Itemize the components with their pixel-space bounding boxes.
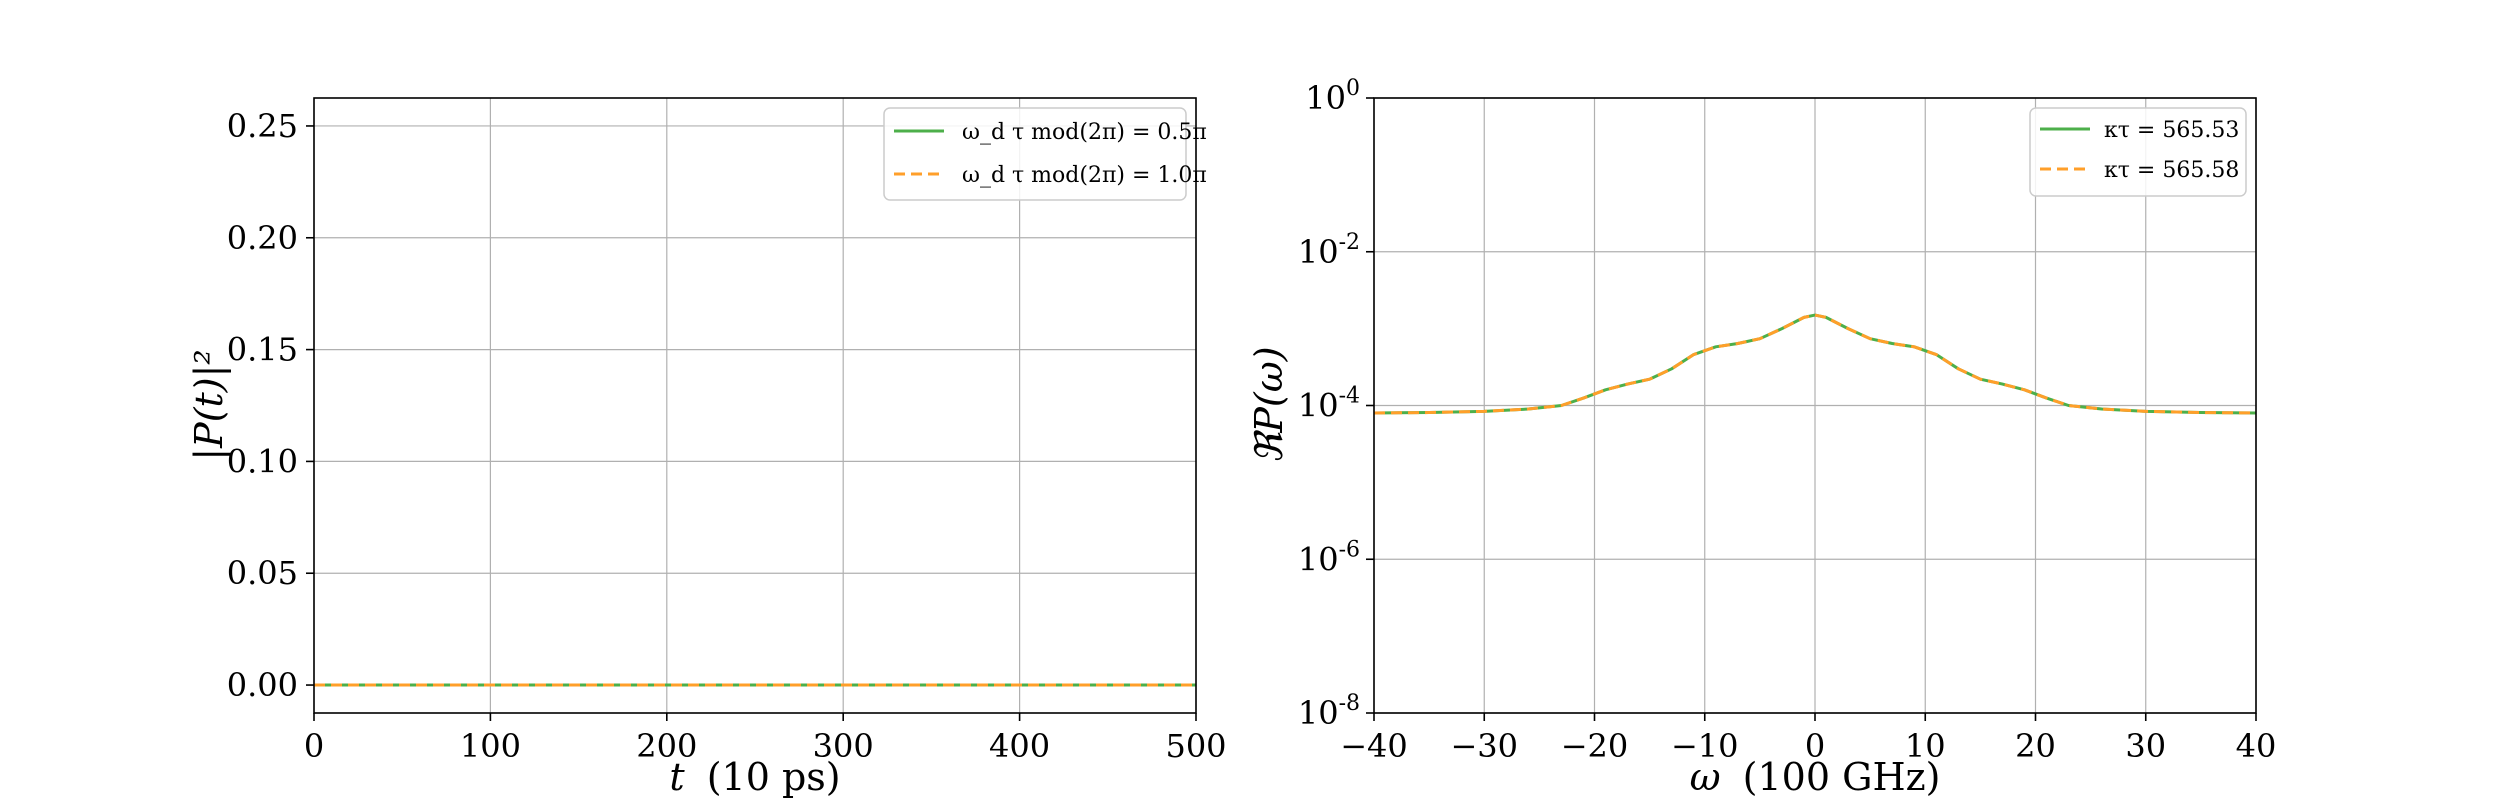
right-x-tick-label: −30: [1450, 727, 1518, 765]
left-y-tick-label: 0.10: [227, 442, 298, 480]
left-legend-label-series-1: ω_d τ mod(2π) = 0.5π: [962, 120, 1207, 145]
left-y-tick-label: 0.25: [227, 107, 298, 145]
right-y-axis-label: ℜP(ω): [1247, 346, 1291, 463]
left-x-tick-label: 500: [1165, 727, 1226, 765]
left-legend-label-series-2: ω_d τ mod(2π) = 1.0π: [962, 163, 1207, 188]
left-chart-panel: 0 100 200 300 400 500 0.00 0.05 0.10 0.15 0.20 0.25…: [187, 97, 1227, 799]
left-plot-frame: [313, 97, 1197, 714]
left-ticks: 0 100 200 300 400 500 0.00 0.05 0.10 0.15 0.20 0.25: [227, 107, 1227, 765]
left-y-tick-label: 0.05: [227, 554, 298, 592]
left-y-tick-label: 0.20: [227, 219, 298, 257]
right-x-axis-label: ω (100 GHz): [1690, 755, 1941, 799]
right-series-line-2: [1373, 313, 2257, 415]
right-y-tick-label: 100: [1305, 76, 1360, 117]
right-x-tick-label: −20: [1561, 727, 1629, 765]
left-y-tick-label: 0.15: [227, 331, 298, 369]
right-y-tick-label: 10-4: [1298, 384, 1360, 425]
left-x-tick-label: 400: [989, 727, 1050, 765]
left-y-axis-label: |P(t)|²: [187, 349, 231, 460]
right-legend-label-series-2: κτ = 565.58: [2104, 158, 2239, 183]
right-x-tick-label: −10: [1671, 727, 1739, 765]
left-x-tick-label: 0: [304, 727, 324, 765]
right-y-tick-label: 10-2: [1298, 230, 1360, 271]
left-x-axis-label: t (10 ps): [669, 755, 840, 799]
left-y-tick-label: 0.00: [227, 666, 298, 704]
right-x-tick-label: 40: [2236, 727, 2277, 765]
left-legend: ω_d τ mod(2π) = 0.5π ω_d τ mod(2π) = 1.0…: [883, 107, 1207, 201]
right-x-tick-label: 20: [2015, 727, 2056, 765]
right-x-tick-label: 10: [1905, 727, 1946, 765]
right-legend: κτ = 565.53 κτ = 565.58: [2029, 107, 2247, 197]
left-legend-box: [883, 107, 1187, 201]
right-x-tick-label: 0: [1805, 727, 1825, 765]
right-x-tick-label: 30: [2125, 727, 2166, 765]
right-series-lines: [1373, 313, 2257, 415]
right-legend-label-series-1: κτ = 565.53: [2104, 118, 2239, 143]
left-x-tick-label: 300: [813, 727, 874, 765]
right-y-tick-label: 10-6: [1298, 537, 1360, 578]
right-chart-panel: −40 −30 −20 −10 0 10 20 30 40 100 10-2 10-4 10-6 10-8…: [1247, 76, 2276, 799]
left-x-tick-label: 200: [636, 727, 697, 765]
right-x-tick-label: −40: [1340, 727, 1408, 765]
left-x-tick-label: 100: [460, 727, 521, 765]
right-y-tick-label: 10-8: [1298, 691, 1360, 732]
right-ticks: −40 −30 −20 −10 0 10 20 30 40 100 10-2 10-4 10-6 10-8: [1298, 76, 2277, 765]
